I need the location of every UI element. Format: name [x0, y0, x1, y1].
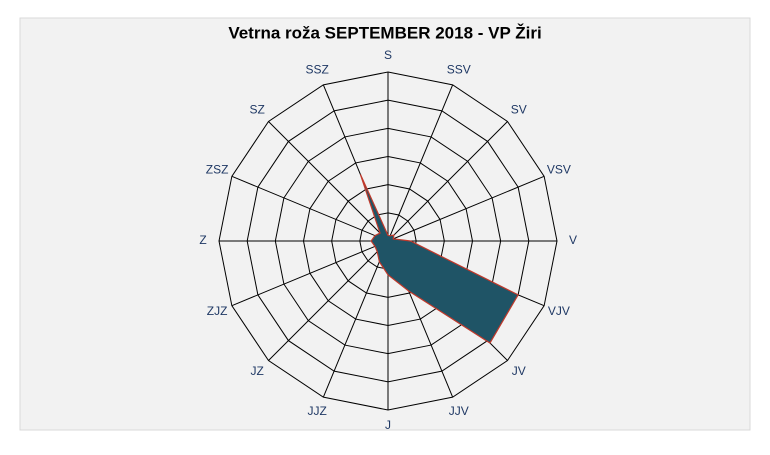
axis-label: SV — [511, 102, 527, 116]
axis-label: SSV — [447, 62, 471, 76]
spoke — [231, 240, 389, 307]
axis-label: Z — [199, 233, 206, 247]
axis-label: SSZ — [306, 62, 329, 76]
axis-label: V — [569, 233, 577, 247]
axis-label: SZ — [250, 102, 265, 116]
axis-label: JV — [512, 364, 526, 378]
axis-label: VJV — [548, 304, 570, 318]
spoke — [387, 84, 454, 242]
chart-title: Vetrna roža SEPTEMBER 2018 - VP Žiri — [228, 23, 541, 42]
spoke — [231, 175, 389, 242]
spoke — [387, 121, 508, 242]
spoke — [268, 121, 389, 242]
axis-label: VSV — [547, 162, 571, 176]
axis-label: ZJZ — [207, 304, 228, 318]
series-area — [359, 174, 519, 344]
axis-label: S — [384, 48, 392, 62]
axis-label: JZ — [251, 364, 264, 378]
axis-label: J — [385, 418, 391, 432]
axis-label: ZSZ — [206, 162, 229, 176]
chart-area — [19, 17, 751, 431]
axis-label: JJZ — [308, 404, 327, 418]
axis-label: JJV — [449, 404, 469, 418]
spoke — [268, 240, 389, 361]
spoke — [322, 240, 389, 398]
spoke — [387, 175, 545, 242]
